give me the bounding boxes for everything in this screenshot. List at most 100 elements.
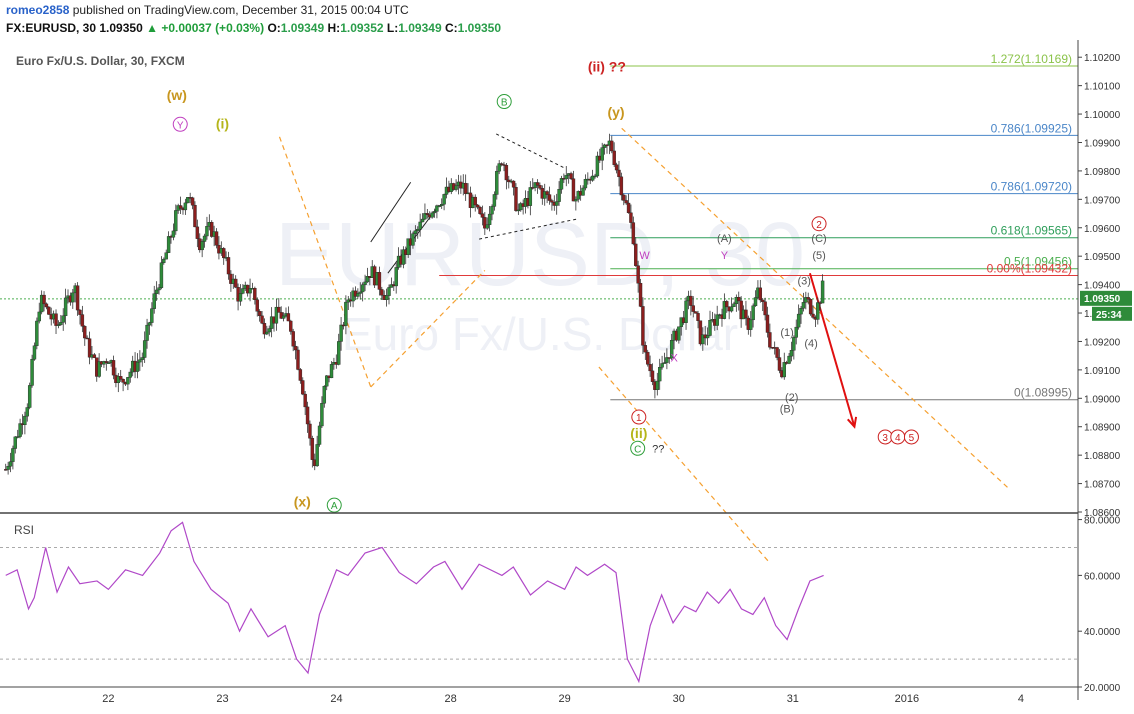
wave-label: A — [331, 501, 338, 512]
candle-body — [593, 175, 597, 178]
candle-body — [602, 144, 607, 148]
price-tick-label: 1.09200 — [1084, 337, 1121, 348]
fib-level-label: 0(1.08995) — [1014, 386, 1072, 400]
candle-body — [61, 315, 65, 323]
candle-body — [499, 163, 504, 165]
fib-level-label: 0.5(1.09456) — [1004, 255, 1072, 269]
candle-body — [336, 341, 341, 365]
wave-label: 2 — [816, 220, 822, 231]
candle-body — [13, 436, 18, 449]
price-tick-label: 1.09600 — [1084, 224, 1121, 235]
orange-channel-line — [370, 269, 486, 388]
candle-body — [279, 312, 283, 319]
candle-body — [698, 320, 703, 345]
price-tick-label: 1.08900 — [1084, 423, 1121, 434]
candle-body — [715, 314, 719, 326]
high-label: H: — [327, 21, 341, 35]
candle-body — [514, 187, 518, 211]
candle-body — [37, 311, 41, 322]
up-arrow-icon: ▲ — [146, 21, 158, 35]
candle-body — [83, 326, 87, 339]
last-price-label: 1.09350 — [1084, 294, 1121, 305]
author-name[interactable]: romeo2858 — [6, 3, 70, 17]
candle-body — [277, 306, 281, 313]
candle-body — [789, 350, 794, 357]
candle-body — [116, 376, 121, 384]
last-price: 1.09350 — [99, 21, 143, 35]
candle-body — [200, 241, 204, 251]
candle-body — [154, 289, 159, 294]
price-tick-label: 1.09500 — [1084, 252, 1121, 263]
candle-body — [432, 211, 437, 214]
candle-body — [768, 332, 772, 348]
wave-label: 4 — [895, 433, 901, 444]
candle-body — [626, 202, 631, 214]
candle-body — [650, 370, 655, 382]
price-tick-label: 1.08600 — [1084, 508, 1121, 519]
candle-body — [32, 345, 37, 360]
candle-body — [684, 300, 688, 323]
candle-body — [360, 284, 365, 293]
candle-body — [708, 320, 712, 336]
candle-body — [729, 306, 734, 312]
candle-body — [97, 361, 101, 377]
candle-body — [238, 293, 243, 302]
candle-body — [27, 385, 32, 408]
candle-body — [339, 324, 343, 342]
candle-body — [564, 175, 568, 180]
candle-body — [317, 425, 322, 445]
candle-body — [71, 292, 75, 303]
candle-body — [152, 293, 156, 309]
candle-body — [171, 230, 176, 238]
candle-body — [92, 354, 97, 358]
candle-body — [669, 340, 674, 359]
candle-body — [305, 406, 310, 425]
candle-body — [30, 358, 34, 386]
wave-label: 1 — [636, 413, 642, 424]
wave-label-circle — [326, 497, 342, 513]
wave-label: (ii) ?? — [588, 58, 626, 74]
time-tick-label: 2016 — [895, 693, 919, 705]
candle-body — [315, 444, 319, 467]
candle-body — [480, 213, 485, 218]
candle-body — [782, 362, 786, 378]
candle-body — [291, 331, 295, 347]
candle-body — [557, 189, 561, 202]
candle-body — [473, 196, 477, 206]
candle-body — [11, 448, 15, 462]
rsi-line — [5, 521, 824, 684]
candle-timer-label: 25:34 — [1096, 310, 1122, 321]
candle-body — [504, 165, 509, 181]
symbol-name[interactable]: FX:EURUSD, 30 — [6, 21, 97, 35]
candles — [4, 133, 825, 475]
candle-body — [583, 179, 588, 189]
candle-body — [401, 249, 406, 265]
fib-level-label: 0.786(1.09720) — [991, 180, 1072, 194]
fibonacci-levels: 1.272(1.10169) 0.786(1.09925) 0.786(1.0972… — [439, 52, 1078, 401]
candle-body — [56, 324, 61, 326]
candle-body — [655, 380, 660, 390]
candle-body — [190, 197, 195, 206]
candle-body — [677, 326, 681, 341]
candle-body — [18, 423, 22, 437]
candle-body — [610, 140, 614, 152]
wave-label: (5) — [812, 250, 825, 262]
candle-body — [174, 210, 178, 232]
candle-body — [265, 331, 269, 335]
candle-body — [590, 175, 595, 181]
candle-body — [705, 335, 710, 339]
candle-body — [159, 262, 164, 288]
candle-body — [293, 345, 298, 351]
candle-body — [301, 380, 305, 395]
last-price-badge — [1080, 290, 1132, 306]
candle-body — [751, 305, 755, 321]
candle-body — [689, 295, 693, 306]
wave-label: ?? — [652, 443, 664, 455]
candle-body — [226, 257, 231, 275]
wave-label-circle — [172, 116, 188, 132]
wave-label-circle — [631, 409, 647, 425]
candle-body — [440, 204, 444, 206]
candle-body — [308, 423, 312, 439]
candle-body — [816, 302, 820, 320]
